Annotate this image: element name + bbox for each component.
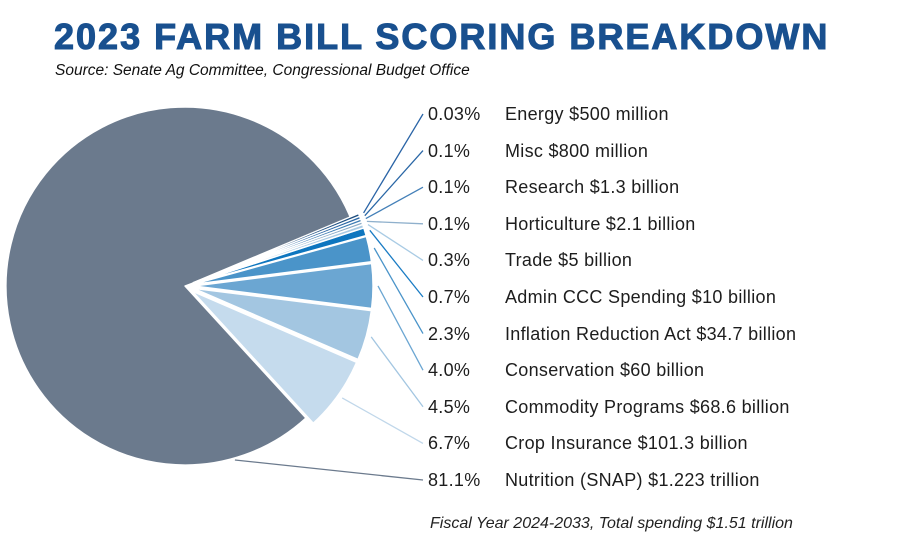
legend-label: Energy $500 million <box>505 104 669 124</box>
legend-label: Research $1.3 billion <box>505 177 680 198</box>
legend-row-research: 0.1% Research $1.3 billion <box>0 174 900 200</box>
legend-pct: 0.03% <box>428 104 481 124</box>
legend-row-conservation: 4.0% Conservation $60 billion <box>0 357 900 383</box>
legend-pct: 6.7% <box>428 433 471 454</box>
legend-pct: 4.0% <box>428 360 471 381</box>
leader-line-misc <box>364 150 424 217</box>
leader-line-conservation <box>377 285 424 371</box>
leader-line-research <box>365 186 424 220</box>
pie-slice-nutrition-snap <box>5 106 354 466</box>
legend-row-energy: 0.03% Energy $500 million <box>0 101 900 127</box>
legend-pct: 2.3% <box>428 323 471 344</box>
pie-slice-conservation <box>193 262 374 310</box>
legend-label: Commodity Programs $68.6 billion <box>505 396 790 417</box>
legend-pct: 0.3% <box>428 250 471 271</box>
pie-slice-crop-insurance <box>191 290 358 424</box>
chart-source: Source: Senate Ag Committee, Congression… <box>55 62 470 79</box>
leader-line-admin-ccc-spending <box>369 229 424 298</box>
pie-slice-commodity-programs <box>193 287 372 361</box>
pie-slice-inflation-reduction-act <box>193 235 373 285</box>
leader-line-crop-insurance <box>341 397 424 444</box>
legend-pct: 0.1% <box>428 213 471 234</box>
legend-label: Conservation $60 billion <box>505 360 705 381</box>
leader-line-commodity-programs <box>370 336 424 408</box>
chart-footnote: Fiscal Year 2024-2033, Total spending $1… <box>430 515 793 532</box>
legend-label: Crop Insurance $101.3 billion <box>505 433 748 454</box>
leader-line-nutrition-snap <box>234 459 424 481</box>
legend-pct: 0.7% <box>428 287 471 307</box>
legend-pct: 81.1% <box>428 470 481 490</box>
legend-pct: 0.1% <box>428 177 471 198</box>
leader-line-horticulture <box>366 220 424 225</box>
chart-title: 2023 FARM BILL SCORING BREAKDOWN <box>53 15 830 57</box>
pie-slice-energy <box>192 212 361 284</box>
leader-line-energy <box>363 113 424 214</box>
legend-pct: 4.5% <box>428 396 471 417</box>
legend-row-commodity-programs: 4.5% Commodity Programs $68.6 billion <box>0 394 900 420</box>
legend-label: Misc $800 million <box>505 140 649 161</box>
legend-label: Admin CCC Spending $10 billion <box>505 287 777 307</box>
legend-row-crop-insurance: 6.7% Crop Insurance $101.3 billion <box>0 430 900 456</box>
leader-line-trade <box>367 224 424 261</box>
legend-row-nutrition-snap: 81.1% Nutrition (SNAP) $1.223 trillion <box>0 467 900 493</box>
legend-row-misc: 0.1% Misc $800 million <box>0 138 900 164</box>
legend-label: Inflation Reduction Act $34.7 billion <box>505 323 797 344</box>
leader-line-inflation-reduction-act <box>373 247 424 334</box>
legend-row-trade: 0.3% Trade $5 billion <box>0 247 900 273</box>
legend-pct: 0.1% <box>428 140 471 161</box>
legend-label: Trade $5 billion <box>505 250 633 271</box>
legend-row-inflation-reduction-act: 2.3% Inflation Reduction Act $34.7 billio… <box>0 321 900 347</box>
legend-label: Horticulture $2.1 billion <box>505 213 696 234</box>
legend-label: Nutrition (SNAP) $1.223 trillion <box>505 470 760 490</box>
legend-row-admin-ccc-spending: 0.7% Admin CCC Spending $10 billion <box>0 284 900 310</box>
legend-row-horticulture: 0.1% Horticulture $2.1 billion <box>0 211 900 237</box>
